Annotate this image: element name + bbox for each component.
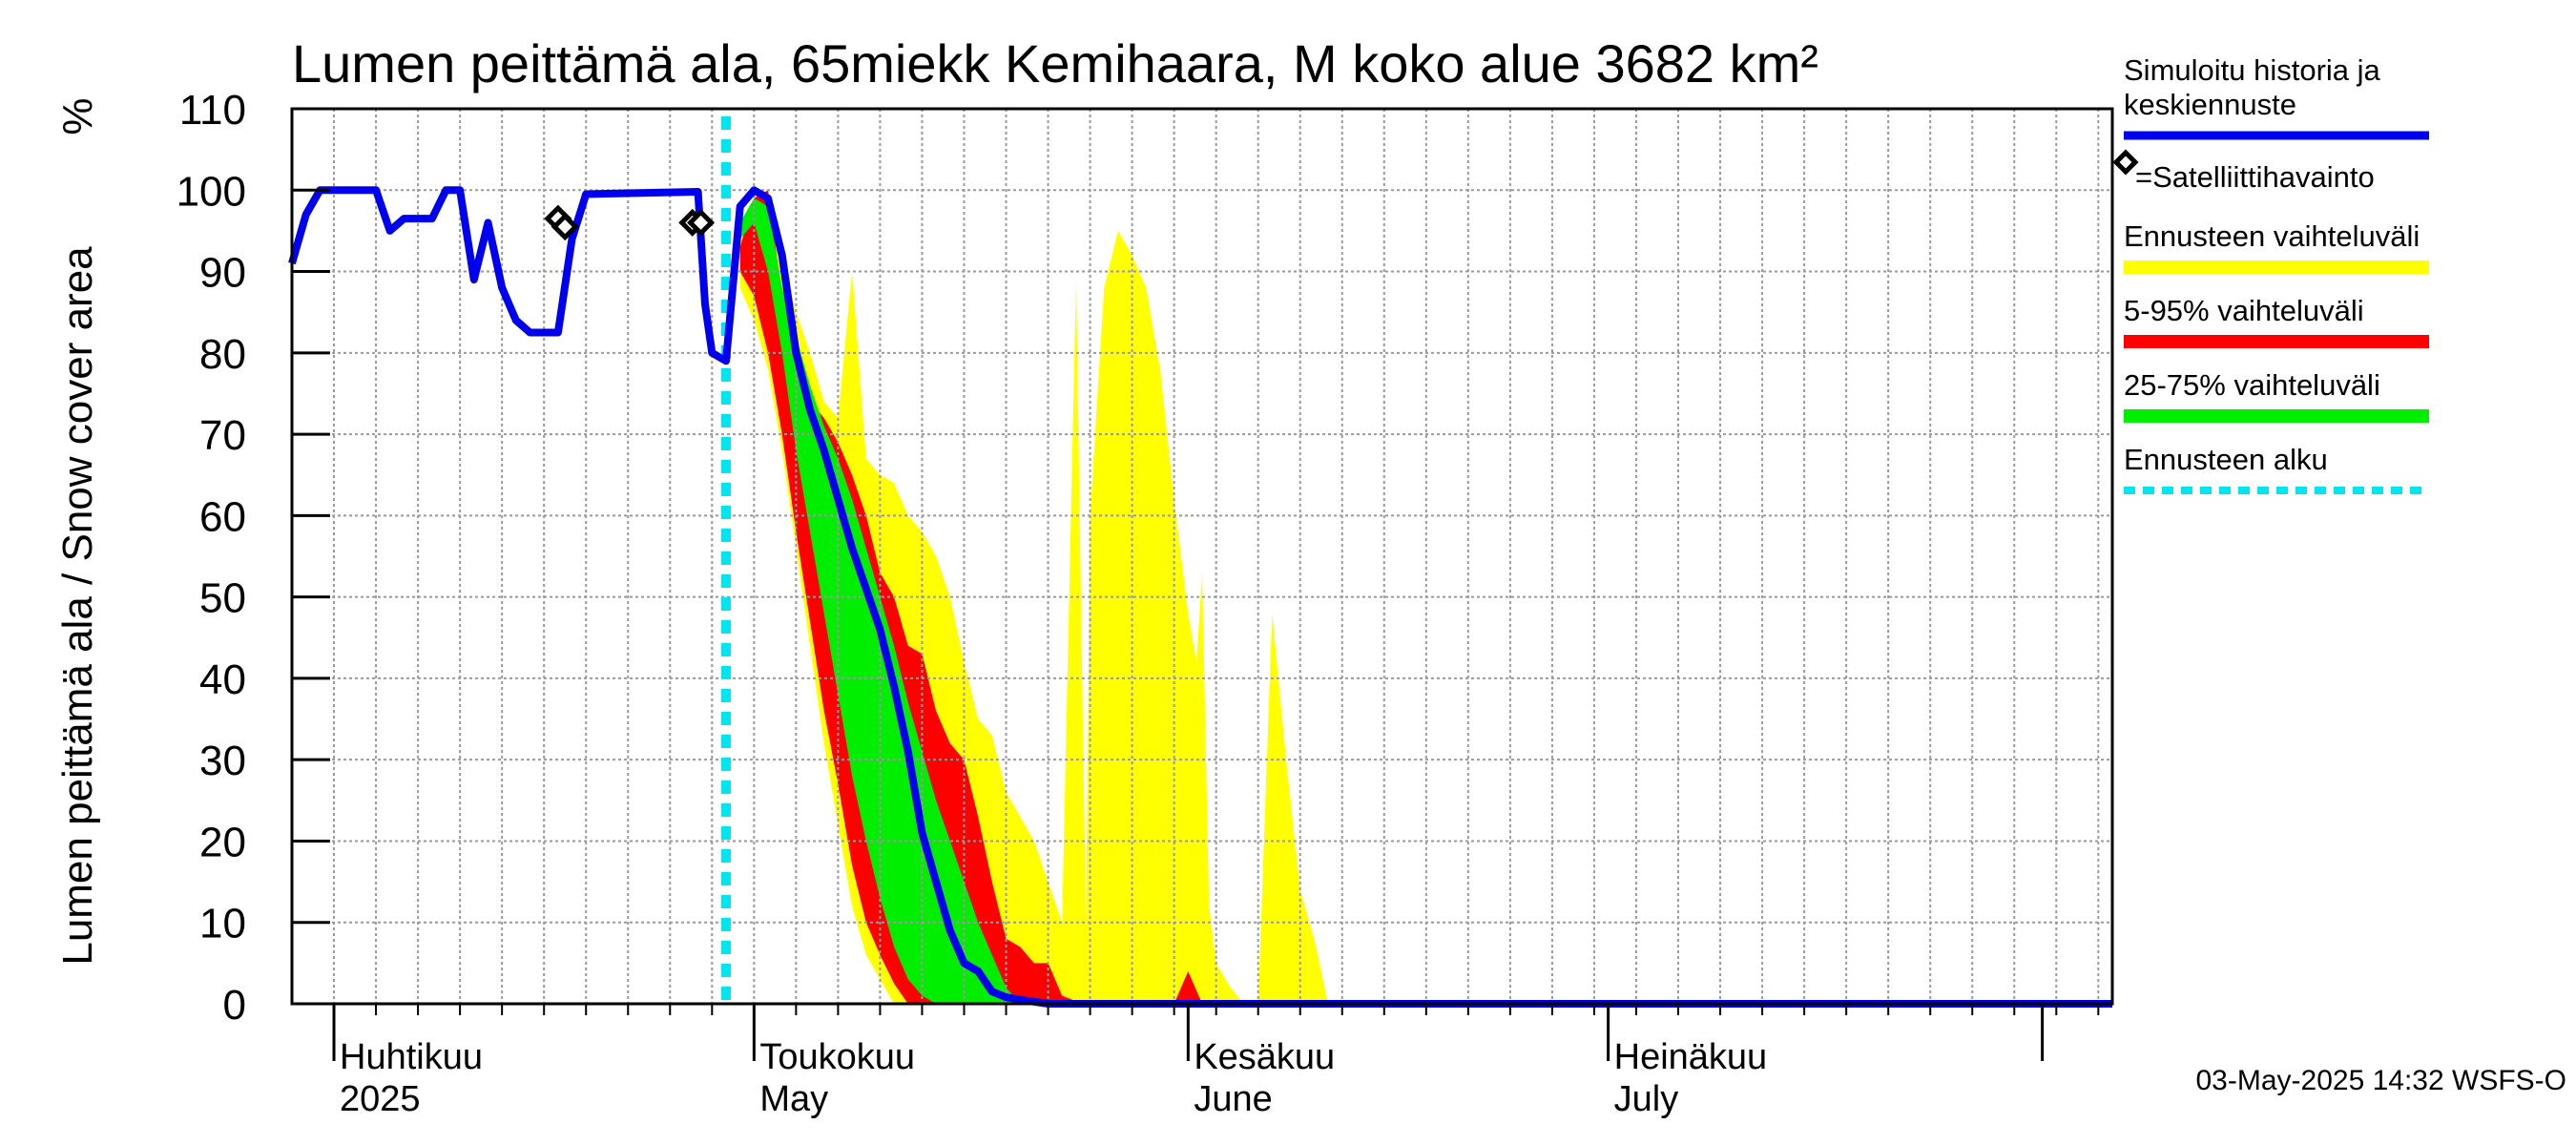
month-sublabel: May xyxy=(759,1079,828,1119)
y-tick-label: 80 xyxy=(199,331,246,378)
y-tick-label: 10 xyxy=(199,901,246,947)
satellite-marker xyxy=(687,208,716,237)
y-axis-label: Lumen peittämä ala / Snow cover area xyxy=(54,246,101,966)
legend-label-satellite: =Satelliittihavainto xyxy=(2135,160,2375,194)
y-tick-label: 110 xyxy=(179,87,246,134)
month-sublabel: June xyxy=(1194,1079,1272,1119)
y-tick-label: 0 xyxy=(223,982,246,1029)
y-tick-label: 100 xyxy=(177,168,246,215)
series-lines xyxy=(288,116,2112,1008)
y-tick-label: 70 xyxy=(199,412,246,459)
y-axis-unit: % xyxy=(54,97,101,135)
month-sublabel: 2025 xyxy=(340,1079,421,1119)
y-tick-label: 90 xyxy=(199,250,246,297)
forecast-bands xyxy=(739,190,1329,1005)
y-tick-label: 60 xyxy=(199,493,246,540)
month-label: Huhtikuu xyxy=(340,1037,483,1077)
month-sublabel: July xyxy=(1614,1079,1679,1119)
legend-label-p25_75: 25-75% vaihteluväli xyxy=(2124,368,2380,402)
satellite-marker xyxy=(551,213,579,241)
month-label: Kesäkuu xyxy=(1194,1037,1335,1077)
y-tick-label: 40 xyxy=(199,656,246,703)
month-label: Heinäkuu xyxy=(1614,1037,1768,1077)
footer-timestamp: 03-May-2025 14:32 WSFS-O xyxy=(2196,1065,2567,1096)
y-tick-label: 20 xyxy=(199,819,246,865)
legend-label-forecast_start: Ennusteen alku xyxy=(2124,443,2328,476)
y-tick-label: 50 xyxy=(199,575,246,622)
month-label: Toukokuu xyxy=(759,1037,915,1077)
plot-frame xyxy=(290,107,2114,1006)
legend-label-history: keskiennuste xyxy=(2124,88,2296,121)
legend-label-p5_95: 5-95% vaihteluväli xyxy=(2124,294,2364,327)
band-p5_95 xyxy=(739,190,1202,1005)
chart-title: Lumen peittämä ala, 65miekk Kemihaara, M… xyxy=(292,33,1818,94)
history-mean-line xyxy=(288,186,2112,1008)
legend-swatch-satellite xyxy=(2112,149,2139,176)
legend-label-full_range: Ennusteen vaihteluväli xyxy=(2124,219,2420,253)
y-tick-label: 30 xyxy=(199,738,246,784)
legend-label-history: Simuloitu historia ja xyxy=(2124,53,2381,87)
